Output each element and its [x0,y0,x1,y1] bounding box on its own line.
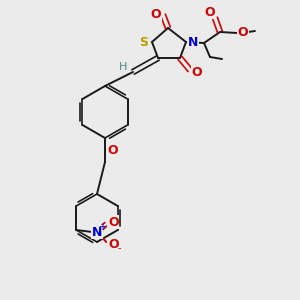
Text: O: O [192,65,202,79]
Text: S: S [140,35,148,49]
Text: O: O [238,26,248,40]
Text: -: - [118,243,121,253]
Text: H: H [119,62,127,72]
Text: N: N [188,35,198,49]
Text: O: O [108,215,119,229]
Text: N: N [92,226,102,238]
Text: O: O [205,5,215,19]
Text: +: + [98,222,106,232]
Text: O: O [108,145,118,158]
Text: O: O [108,238,119,250]
Text: O: O [151,8,161,22]
